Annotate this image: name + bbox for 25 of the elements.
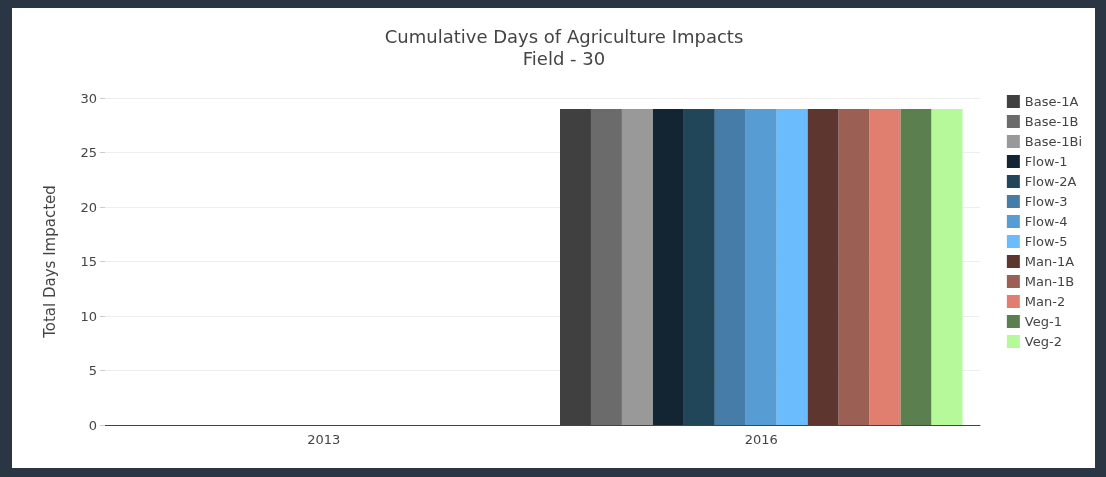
legend-label: Flow-5 (1024, 234, 1068, 249)
legend-label: Flow-3 (1024, 194, 1068, 209)
legend-label: Veg-2 (1024, 334, 1062, 349)
legend-label: Base-1B (1024, 114, 1079, 129)
y-tick-label: 0 (88, 417, 97, 433)
y-tick-label: 20 (80, 199, 97, 215)
y-tick-label: 15 (80, 254, 97, 269)
y-axis-title: Total Days Impacted (40, 185, 59, 339)
x-tick-label: 2013 (307, 432, 341, 447)
legend-label: Veg-1 (1024, 314, 1062, 329)
legend-label: Base-1A (1024, 94, 1079, 109)
legend-label: Man-2 (1024, 294, 1066, 309)
legend-label: Man-1A (1024, 254, 1075, 269)
x-tick-label: 2016 (744, 432, 778, 447)
legend-label: Flow-4 (1024, 214, 1068, 229)
legend-label: Flow-1 (1024, 154, 1068, 169)
y-tick-label: 5 (88, 363, 97, 378)
chart-subtitle: Field - 30 (522, 47, 606, 69)
y-tick-label: 25 (80, 145, 97, 160)
legend-label: Man-1B (1024, 274, 1075, 289)
legend-label: Base-1Bi (1024, 134, 1083, 149)
y-tick-label: 30 (80, 90, 97, 106)
chart-title: Cumulative Days of Agriculture Impacts (384, 25, 744, 47)
legend-label: Flow-2A (1024, 174, 1077, 189)
y-tick-label: 10 (80, 308, 97, 324)
